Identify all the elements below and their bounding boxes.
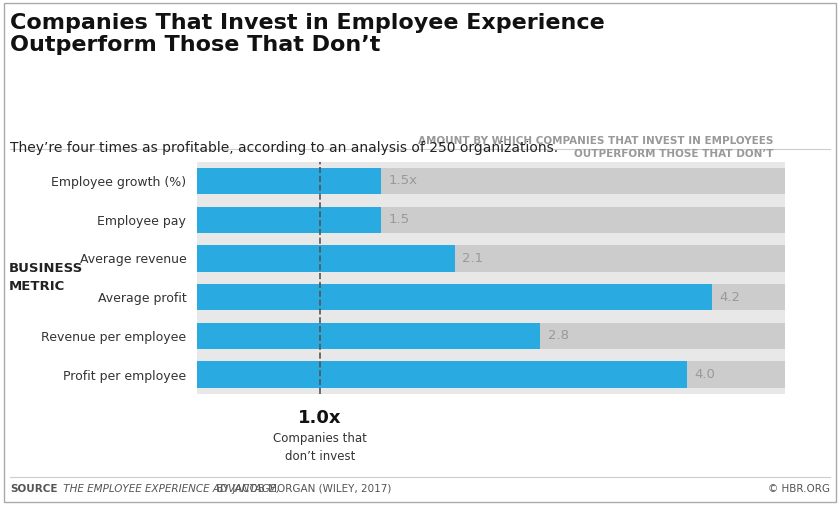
Text: Companies That Invest in Employee Experience
Outperform Those That Don’t: Companies That Invest in Employee Experi… bbox=[10, 13, 605, 55]
Text: THE EMPLOYEE EXPERIENCE ADVANTAGE,: THE EMPLOYEE EXPERIENCE ADVANTAGE, bbox=[60, 484, 280, 494]
Bar bbox=[197, 168, 785, 194]
Bar bbox=[197, 323, 540, 349]
Text: BY JACOB MORGAN (WILEY, 2017): BY JACOB MORGAN (WILEY, 2017) bbox=[213, 484, 391, 494]
Text: SOURCE: SOURCE bbox=[10, 484, 58, 494]
Text: BUSINESS
METRIC: BUSINESS METRIC bbox=[8, 262, 82, 293]
Bar bbox=[197, 284, 712, 310]
Text: © HBR.ORG: © HBR.ORG bbox=[768, 484, 830, 494]
Bar bbox=[197, 323, 785, 349]
Text: 2.1: 2.1 bbox=[462, 252, 483, 265]
Bar bbox=[197, 168, 381, 194]
Text: 1.5: 1.5 bbox=[388, 213, 410, 226]
Bar bbox=[197, 362, 687, 388]
Bar bbox=[197, 245, 454, 272]
Bar bbox=[197, 245, 785, 272]
Text: 2.8: 2.8 bbox=[548, 329, 569, 342]
Text: Companies that
don’t invest: Companies that don’t invest bbox=[273, 432, 367, 463]
Bar bbox=[197, 362, 785, 388]
Text: AMOUNT BY WHICH COMPANIES THAT INVEST IN EMPLOYEES
OUTPERFORM THOSE THAT DON’T: AMOUNT BY WHICH COMPANIES THAT INVEST IN… bbox=[418, 136, 774, 159]
Bar bbox=[197, 207, 381, 233]
Bar bbox=[197, 207, 785, 233]
Text: 1.0x: 1.0x bbox=[298, 409, 342, 427]
Text: 1.5x: 1.5x bbox=[388, 174, 417, 187]
Text: 4.0: 4.0 bbox=[695, 368, 716, 381]
Text: They’re four times as profitable, according to an analysis of 250 organizations.: They’re four times as profitable, accord… bbox=[10, 141, 559, 156]
Bar bbox=[197, 284, 785, 310]
Text: 4.2: 4.2 bbox=[719, 290, 740, 304]
